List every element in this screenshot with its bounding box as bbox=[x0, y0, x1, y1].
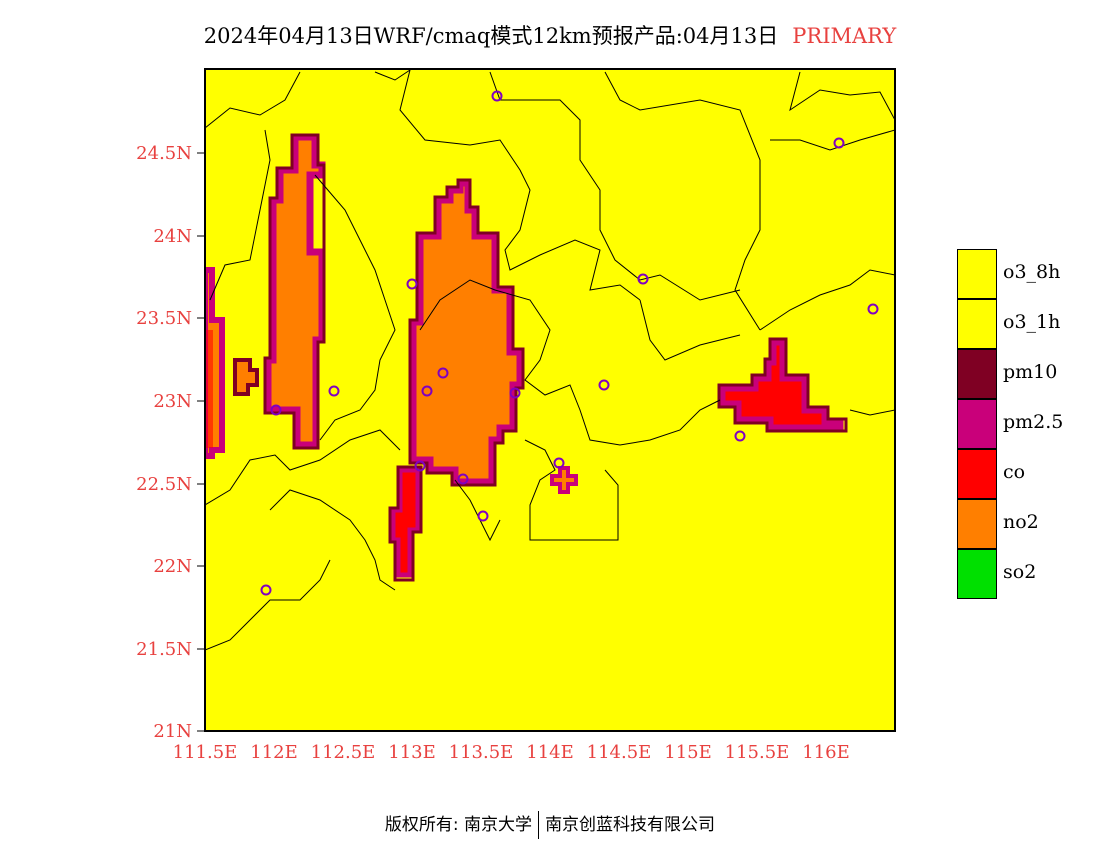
region-shenzhen bbox=[550, 466, 578, 494]
lat-label: 21N bbox=[153, 721, 192, 742]
legend-label: no2 bbox=[1003, 511, 1039, 533]
lon-label: 111.5E bbox=[173, 742, 238, 763]
region-small-cluster bbox=[233, 358, 259, 396]
station-markers bbox=[260, 90, 879, 596]
title-tag: PRIMARY bbox=[792, 24, 897, 48]
region-shanwei-rim bbox=[717, 337, 848, 433]
lon-label: 114E bbox=[526, 742, 574, 763]
legend-swatch bbox=[957, 399, 997, 449]
lat-axis: 24.5N 24N 23.5N 23N 22.5N 22N 21.5N 21N bbox=[136, 143, 205, 742]
lon-label: 112.5E bbox=[311, 742, 376, 763]
legend-label: o3_8h bbox=[1003, 261, 1061, 283]
lon-label: 113E bbox=[388, 742, 436, 763]
legend-swatch bbox=[957, 349, 997, 399]
lat-label: 24N bbox=[153, 226, 192, 247]
legend-swatch bbox=[957, 299, 997, 349]
legend-label: pm2.5 bbox=[1003, 411, 1064, 433]
region-south-strip-rim bbox=[388, 465, 423, 582]
region-west-edge-core bbox=[205, 330, 213, 448]
lat-label: 23.5N bbox=[136, 308, 192, 329]
region-shanwei bbox=[718, 338, 844, 432]
legend-label: pm10 bbox=[1003, 361, 1058, 383]
credit-separator bbox=[538, 811, 540, 839]
lon-label: 115E bbox=[664, 742, 712, 763]
region-guangzhou-foshan bbox=[409, 179, 524, 486]
legend-swatch bbox=[957, 549, 997, 599]
legend-label: o3_1h bbox=[1003, 311, 1061, 333]
lat-label: 24.5N bbox=[136, 143, 192, 164]
map-frame bbox=[204, 68, 896, 732]
lon-label: 115.5E bbox=[725, 742, 790, 763]
legend-swatch bbox=[957, 499, 997, 549]
lon-label: 114.5E bbox=[587, 742, 652, 763]
legend-label: co bbox=[1003, 461, 1026, 483]
lat-label: 22.5N bbox=[136, 474, 192, 495]
title-main: 2024年04月13日WRF/cmaq模式12km预报产品:04月13日 bbox=[203, 24, 779, 48]
lon-label: 112E bbox=[250, 742, 298, 763]
region-south-strip bbox=[390, 467, 421, 578]
admin-boundaries bbox=[205, 69, 895, 651]
copyright-credit: 版权所有: 南京大学 南京创蓝科技有限公司 bbox=[0, 810, 1100, 839]
lat-label: 22N bbox=[153, 556, 192, 577]
legend-label: so2 bbox=[1003, 561, 1037, 583]
lon-label: 116E bbox=[802, 742, 850, 763]
pollutant-map: 24.5N 24N 23.5N 23N 22.5N 22N 21.5N 21N … bbox=[136, 68, 896, 763]
lat-label: 23N bbox=[153, 391, 192, 412]
region-zhaoqing bbox=[264, 133, 326, 449]
legend-swatch bbox=[957, 449, 997, 499]
lon-axis: 111.5E 112E 112.5E 113E 113.5E 114E 114.… bbox=[173, 742, 850, 763]
region-guangzhou-foshan-rim bbox=[408, 178, 525, 487]
credit-right: 南京创蓝科技有限公司 bbox=[545, 815, 716, 835]
legend-swatch bbox=[957, 249, 997, 299]
lon-label: 113.5E bbox=[449, 742, 514, 763]
credit-left: 版权所有: 南京大学 bbox=[384, 815, 533, 835]
region-zhaoqing-rim bbox=[263, 133, 326, 450]
lat-label: 21.5N bbox=[136, 639, 192, 660]
map-title: 2024年04月13日WRF/cmaq模式12km预报产品:04月13日 PRIM… bbox=[0, 20, 1100, 50]
